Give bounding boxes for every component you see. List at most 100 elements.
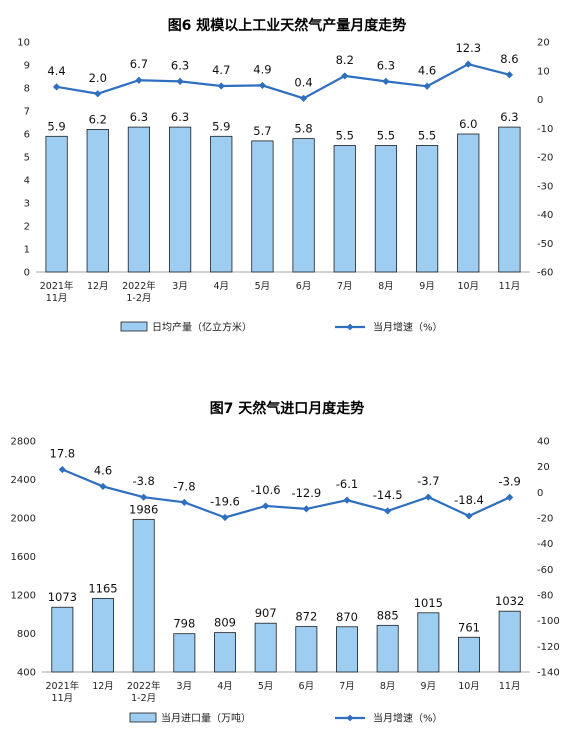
bar-value-label: 885 xyxy=(377,608,399,622)
bar-1 xyxy=(92,597,114,673)
x-tick-label: 12月 xyxy=(92,681,114,692)
x-tick-label: 6月 xyxy=(296,281,312,292)
bar-10 xyxy=(458,636,480,673)
bar-3 xyxy=(168,126,192,273)
bar-value-label: 5.8 xyxy=(294,122,312,136)
y-right-tick-label: -120 xyxy=(537,642,560,653)
bar-9 xyxy=(417,612,440,673)
y-left-tick-label: 400 xyxy=(17,668,36,679)
growth-point-7 xyxy=(341,72,349,80)
bar-10 xyxy=(457,133,480,273)
x-tick-label: 6月 xyxy=(299,681,315,692)
growth-value-label: 6.7 xyxy=(130,57,148,71)
growth-value-label: 0.4 xyxy=(294,75,312,89)
growth-point-9 xyxy=(424,493,432,501)
x-tick-label: 11月 xyxy=(499,281,521,292)
growth-point-10 xyxy=(465,512,473,520)
growth-point-2 xyxy=(135,76,143,84)
bar-value-label: 798 xyxy=(173,617,195,631)
y-right-tick-label: 0 xyxy=(537,488,543,499)
growth-value-label: -14.5 xyxy=(373,488,403,502)
bar-value-label: 5.7 xyxy=(253,124,271,138)
x-tick-label: 3月 xyxy=(172,281,188,292)
bar-value-label: 1032 xyxy=(495,594,524,608)
legend-bar-label: 日均产量（亿立方米） xyxy=(152,321,252,334)
growth-value-label: 4.9 xyxy=(253,62,271,76)
x-tick-label: 5月 xyxy=(255,281,271,292)
y-right-tick-label: -60 xyxy=(537,565,553,576)
y-left-tick-label: 8 xyxy=(24,84,30,95)
bar-value-label: 5.5 xyxy=(336,129,354,143)
legend-line-label: 当月增速（%） xyxy=(373,712,443,725)
bar-value-label: 5.9 xyxy=(212,119,230,133)
bar-4 xyxy=(214,632,236,673)
growth-value-label: 6.3 xyxy=(171,58,189,72)
growth-point-0 xyxy=(52,83,61,91)
y-left-tick-label: 4 xyxy=(24,176,30,187)
growth-point-6 xyxy=(302,505,310,513)
x-tick-label: 2021年 11月 xyxy=(40,280,74,304)
x-tick-label: 4月 xyxy=(213,281,229,292)
y-right-tick-label: -100 xyxy=(537,616,560,627)
growth-point-7 xyxy=(343,496,351,504)
chart-title: 图6 规模以上工业天然气产量月度走势 xyxy=(168,17,407,34)
y-left-tick-label: 2000 xyxy=(11,514,36,525)
bar-value-label: 870 xyxy=(336,610,358,624)
y-left-tick-label: 2800 xyxy=(11,437,36,448)
growth-point-2 xyxy=(140,493,148,501)
growth-value-label: 2.0 xyxy=(89,71,107,85)
growth-point-8 xyxy=(382,77,390,85)
y-right-tick-label: -140 xyxy=(537,668,560,679)
growth-value-label: -10.6 xyxy=(251,483,281,497)
x-tick-label: 7月 xyxy=(337,281,353,292)
bar-value-label: 6.3 xyxy=(171,110,189,124)
bar-value-label: 1073 xyxy=(48,590,77,604)
bar-5 xyxy=(254,622,277,673)
y-left-tick-label: 1 xyxy=(24,245,30,256)
x-tick-label: 8月 xyxy=(378,281,394,292)
y-right-tick-label: -80 xyxy=(537,591,553,602)
bar-6 xyxy=(292,138,315,273)
bar-value-label: 6.2 xyxy=(89,112,107,126)
y-left-tick-label: 6 xyxy=(24,130,30,141)
growth-value-label: 8.6 xyxy=(500,52,518,66)
bar-value-label: 809 xyxy=(214,616,236,630)
y-left-tick-label: 2 xyxy=(24,222,30,233)
y-right-tick-label: -60 xyxy=(537,268,553,279)
y-right-tick-label: 10 xyxy=(537,66,550,77)
growth-value-label: 17.8 xyxy=(50,446,76,460)
y-right-tick-label: -40 xyxy=(537,210,553,221)
x-tick-label: 12月 xyxy=(87,281,109,292)
bar-value-label: 5.9 xyxy=(47,119,65,133)
legend-bar-label: 当月进口量（万吨） xyxy=(161,712,251,725)
bar-value-label: 761 xyxy=(458,620,480,634)
growth-point-4 xyxy=(217,82,225,90)
bar-value-label: 6.0 xyxy=(459,117,477,131)
bar-value-label: 1015 xyxy=(414,596,443,610)
x-tick-label: 9月 xyxy=(421,681,437,692)
growth-value-label: 4.6 xyxy=(418,63,436,77)
growth-point-3 xyxy=(176,77,184,85)
bar-value-label: 872 xyxy=(295,610,317,624)
y-right-tick-label: -30 xyxy=(537,181,553,192)
legend-line-marker xyxy=(346,323,354,331)
y-left-tick-label: 5 xyxy=(24,153,30,164)
growth-value-label: 4.6 xyxy=(94,463,112,477)
bar-4 xyxy=(210,135,233,273)
bar-8 xyxy=(374,145,398,273)
y-right-tick-label: -20 xyxy=(537,153,553,164)
bar-6 xyxy=(295,626,318,673)
growth-point-5 xyxy=(258,81,267,90)
y-left-tick-label: 2400 xyxy=(11,475,36,486)
bar-value-label: 907 xyxy=(255,606,277,620)
growth-point-4 xyxy=(221,513,229,522)
y-left-tick-label: 800 xyxy=(17,629,36,640)
x-tick-label: 10月 xyxy=(457,281,479,292)
y-left-tick-label: 0 xyxy=(24,268,30,279)
y-right-tick-label: 40 xyxy=(537,437,550,448)
y-right-tick-label: 20 xyxy=(537,462,550,473)
growth-line xyxy=(56,62,510,100)
y-left-tick-label: 7 xyxy=(24,107,30,118)
bar-value-label: 6.3 xyxy=(500,110,518,124)
growth-value-label: -18.4 xyxy=(454,493,484,507)
